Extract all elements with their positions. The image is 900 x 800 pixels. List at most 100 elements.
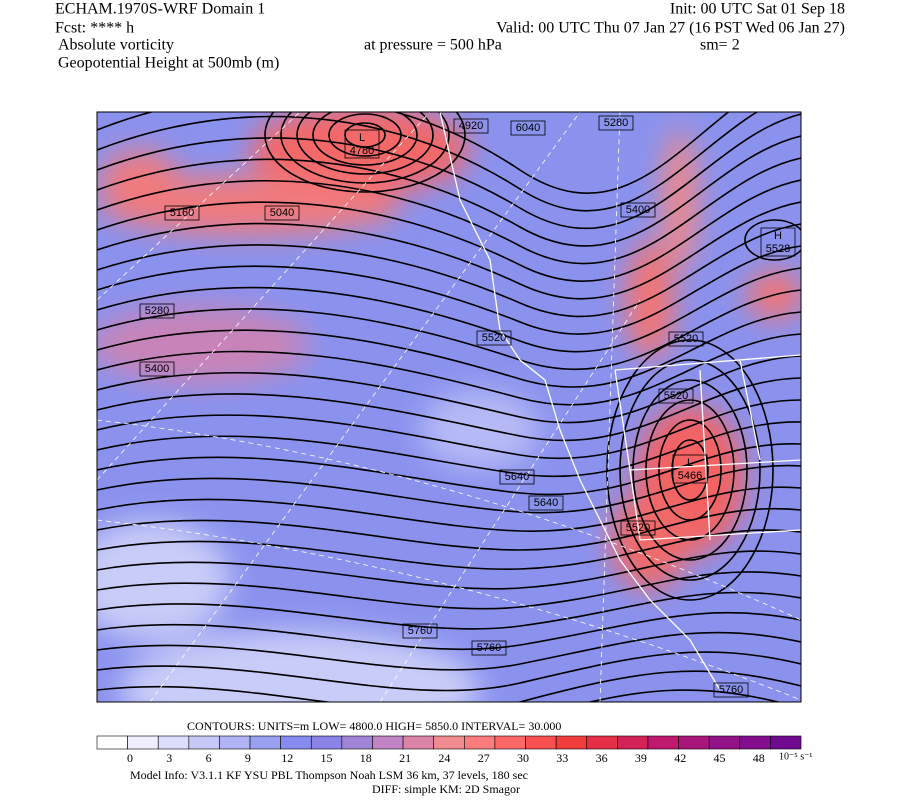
colorbar-swatch <box>525 735 557 750</box>
label-box <box>620 202 656 218</box>
colorbar-swatch <box>402 735 434 750</box>
colorbar-swatch <box>617 735 649 750</box>
colorbar-swatch <box>341 735 373 750</box>
contour-line <box>97 157 801 265</box>
colorbar-label: 39 <box>635 751 647 765</box>
colorbar-swatch <box>708 735 741 750</box>
colorbar-label: 21 <box>399 751 411 765</box>
label-box <box>528 495 564 511</box>
contour-line <box>658 419 722 521</box>
contour-line <box>312 112 418 166</box>
colorbar-label: 33 <box>556 751 568 765</box>
contour-line <box>97 507 801 551</box>
colorbar-label: 30 <box>517 751 529 765</box>
colorbar-label: 42 <box>674 751 686 765</box>
colorbar-swatch <box>157 735 190 750</box>
colorbar-label: 18 <box>360 751 372 765</box>
colorbar-swatch <box>372 735 404 750</box>
label-box <box>453 118 489 134</box>
map-frame <box>96 111 802 703</box>
label-box <box>264 205 300 221</box>
colorbar-label: 6 <box>206 751 212 765</box>
colorbar-label: 45 <box>714 751 726 765</box>
colorbar-swatch <box>96 735 128 750</box>
contour-line <box>97 223 801 318</box>
colorbar-swatch <box>586 735 618 750</box>
center-symbol: L <box>687 457 693 469</box>
label-box <box>499 469 535 485</box>
model-title: ECHAM.1970S-WRF Domain 1 <box>55 1 265 18</box>
contour-label: 5520 <box>482 332 506 344</box>
contour-line <box>97 399 801 460</box>
contour-line <box>97 201 801 300</box>
contour-label: 5400 <box>145 363 169 375</box>
contour-line <box>97 245 801 335</box>
label-box <box>510 120 546 136</box>
model-info: Model Info: V3.1.1 KF YSU PBL Thompson N… <box>130 768 528 782</box>
contour-label: 5040 <box>270 207 294 219</box>
contour-line <box>587 689 782 702</box>
label-box <box>713 682 749 698</box>
contour-line <box>280 112 450 184</box>
contour-label: 5760 <box>408 625 432 637</box>
contour-line <box>97 267 801 353</box>
label-box <box>598 115 634 131</box>
colorbar-swatch <box>280 735 312 750</box>
pressure-level: at pressure = 500 hPa <box>364 37 502 54</box>
contour-line <box>97 421 801 478</box>
contour-label: 5160 <box>170 207 194 219</box>
contour-line <box>97 377 801 442</box>
contour-label: 5280 <box>145 305 169 317</box>
vorticity-field <box>97 112 801 702</box>
contour-line <box>97 443 801 496</box>
smoothing: sm= 2 <box>700 37 740 54</box>
contour-line <box>328 113 402 157</box>
label-box <box>164 205 200 221</box>
contour-line <box>97 651 801 692</box>
forecast-hour: Fcst: **** h <box>55 20 134 37</box>
contour-line <box>97 112 759 212</box>
contour-line <box>97 591 801 630</box>
colorbar-label: 27 <box>478 751 490 765</box>
contour-label: 5640 <box>505 471 529 483</box>
contour-label: 5520 <box>664 390 688 402</box>
contour-label: 5400 <box>626 204 650 216</box>
contour-label: 5640 <box>534 497 558 509</box>
colorbar-swatch <box>433 735 465 750</box>
field-name: Absolute vorticity <box>58 37 174 54</box>
contour-line <box>97 179 801 282</box>
colorbar-swatch <box>494 735 526 750</box>
valid-time: Valid: 00 UTC Thu 07 Jan 27 (16 PST Wed … <box>496 20 845 37</box>
label-box <box>476 330 512 346</box>
colorbar-swatch <box>770 735 802 750</box>
center-value: 5466 <box>678 470 702 482</box>
map <box>97 112 801 702</box>
contour-line <box>97 571 801 610</box>
contour-line <box>296 112 434 175</box>
label-box <box>668 331 704 347</box>
contour-label: 6040 <box>516 122 540 134</box>
colorbar-swatch <box>678 735 710 750</box>
contour-line <box>97 113 801 230</box>
contour-line <box>97 355 801 424</box>
colorbar-label: 0 <box>127 751 133 765</box>
colorbar-swatch <box>188 735 220 750</box>
contour-line <box>97 611 801 651</box>
label-box <box>402 623 438 639</box>
label-box <box>658 388 694 404</box>
contour-label: 5760 <box>719 684 743 696</box>
label-box <box>471 640 507 656</box>
contour-label: 5520 <box>674 333 698 345</box>
contour-line <box>97 311 801 388</box>
colorbar-swatch <box>219 735 251 750</box>
field-name: Geopotential Height at 500mb (m) <box>58 55 279 72</box>
contour-line <box>645 399 735 541</box>
colorbar-swatch <box>739 735 771 750</box>
contour-line <box>97 112 730 194</box>
colorbar-swatch <box>249 735 281 750</box>
center-value: 5528 <box>766 243 790 255</box>
colorbar-label: 36 <box>596 751 608 765</box>
colorbar-label: 15 <box>321 751 333 765</box>
